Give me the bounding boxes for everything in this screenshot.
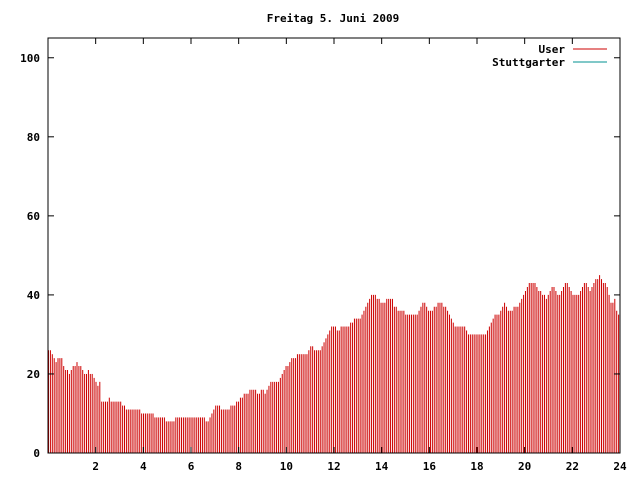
y-tick-label: 40 <box>27 289 40 302</box>
y-tick-label: 60 <box>27 210 40 223</box>
legend-label: Stuttgarter <box>492 56 565 69</box>
bar-group <box>48 275 620 453</box>
chart-title: Freitag 5. Juni 2009 <box>267 12 399 25</box>
x-tick-label: 12 <box>327 460 340 473</box>
x-tick-label: 10 <box>280 460 293 473</box>
x-tick-label: 14 <box>375 460 389 473</box>
y-tick-label: 80 <box>27 131 40 144</box>
legend-label: User <box>539 43 566 56</box>
x-tick-label: 22 <box>566 460 579 473</box>
x-tick-label: 2 <box>92 460 99 473</box>
x-tick-label: 4 <box>140 460 147 473</box>
x-tick-label: 6 <box>188 460 195 473</box>
y-tick-label: 20 <box>27 368 40 381</box>
y-tick-label: 0 <box>33 447 40 460</box>
x-tick-label: 20 <box>518 460 531 473</box>
y-tick-label: 100 <box>20 52 40 65</box>
x-tick-label: 8 <box>235 460 242 473</box>
x-tick-label: 16 <box>423 460 437 473</box>
x-tick-label: 18 <box>470 460 483 473</box>
x-tick-label: 24 <box>613 460 627 473</box>
